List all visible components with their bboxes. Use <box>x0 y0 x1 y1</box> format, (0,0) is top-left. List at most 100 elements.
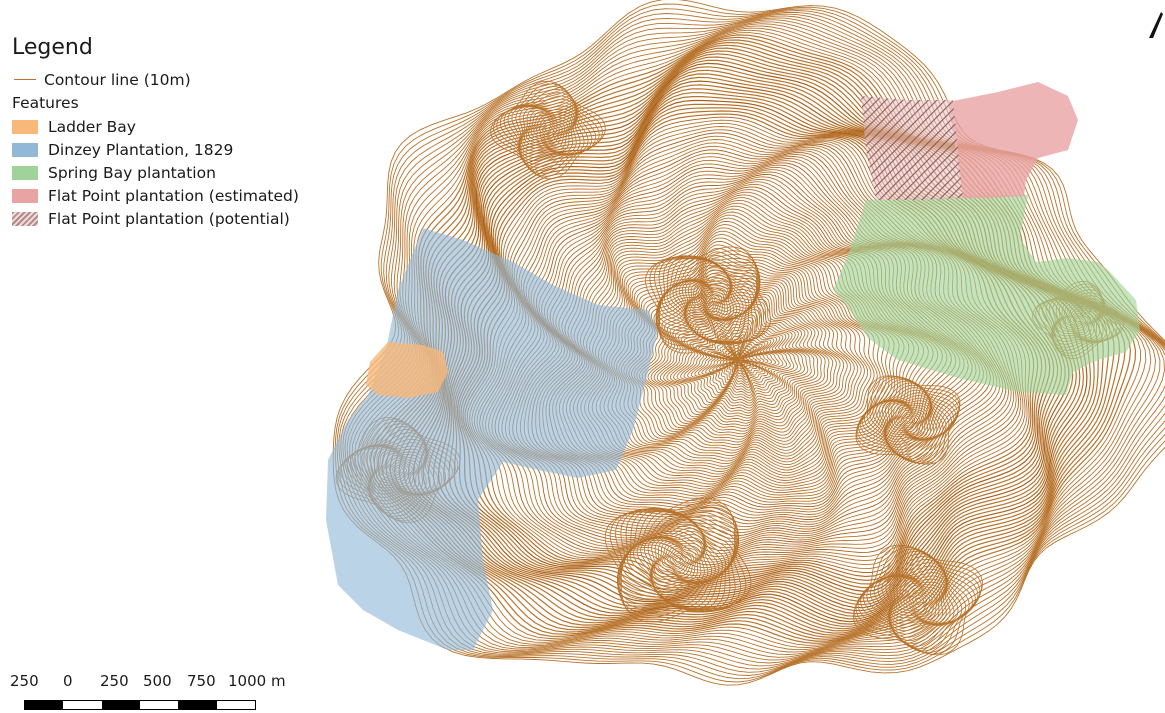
contour-line <box>657 542 699 578</box>
legend-title: Legend <box>12 35 93 60</box>
contour-line <box>903 587 933 613</box>
legend-item-flat-point-estimated: Flat Point plantation (estimated) <box>12 184 312 207</box>
contour-line <box>659 544 697 576</box>
contour-line <box>893 408 923 432</box>
contour-line <box>663 298 816 416</box>
scale-label: 250 <box>10 672 39 690</box>
scale-label: 1000 m <box>228 672 286 690</box>
contour-line <box>698 291 718 309</box>
contour-line <box>656 294 822 422</box>
contour-line <box>544 127 552 133</box>
contour-line <box>855 375 961 465</box>
flat-point-estimated-swatch-icon <box>12 188 38 203</box>
legend-contour-row: Contour line (10m) <box>12 68 312 91</box>
contour-line <box>673 306 805 409</box>
contour-line <box>856 376 960 464</box>
contour-line <box>653 290 826 424</box>
contour-line <box>675 557 681 563</box>
contour-line <box>538 122 558 138</box>
contour-line <box>911 594 925 606</box>
contour-line <box>887 402 929 438</box>
contour-line <box>636 524 720 596</box>
contour-line <box>693 288 723 312</box>
contour-line <box>656 255 760 345</box>
contour-line <box>889 575 947 625</box>
contour-line <box>617 508 739 612</box>
contour-line <box>898 582 938 618</box>
contour-line <box>520 106 576 154</box>
legend: Legend Contour line (10m) Features Ladde… <box>12 34 312 230</box>
ladder-bay-swatch-icon <box>12 119 38 134</box>
scale-segment <box>139 701 179 709</box>
contour-line <box>700 293 716 307</box>
contour-line <box>853 545 983 655</box>
scale-segment <box>25 701 64 709</box>
contour-line <box>652 538 704 582</box>
contour-line <box>855 375 961 465</box>
feature-areas <box>326 82 1140 650</box>
contour-line <box>691 286 725 314</box>
contour-line <box>650 287 830 427</box>
contour-line <box>507 95 589 165</box>
contour-line <box>898 411 918 429</box>
contour-line <box>639 273 845 438</box>
flat-point-potential-swatch-icon <box>12 211 38 226</box>
contour-line <box>523 109 573 151</box>
contour-line <box>888 403 928 437</box>
scale-segment <box>216 701 255 709</box>
contour-line <box>664 548 692 572</box>
contour-line <box>651 537 705 583</box>
scale-label: 500 <box>143 672 172 690</box>
contour-line <box>672 555 684 565</box>
contour-line <box>675 272 741 328</box>
scale-segment <box>63 701 102 709</box>
contour-line <box>873 562 963 638</box>
contour-line <box>877 565 959 635</box>
legend-contour-label: Contour line (10m) <box>44 70 191 89</box>
scale-bar-segments <box>24 700 256 710</box>
scale-segment <box>101 701 140 709</box>
ladder-bay-area <box>366 342 448 398</box>
contour-line <box>900 413 916 427</box>
contour-line <box>655 540 701 580</box>
contour-line <box>680 311 798 404</box>
contour-line <box>490 80 606 180</box>
legend-item-spring-bay: Spring Bay plantation <box>12 161 312 184</box>
contour-line <box>647 283 834 429</box>
map-svg <box>326 0 1165 686</box>
contour-line <box>645 246 771 354</box>
contour-line <box>615 506 741 614</box>
contour-line <box>890 404 926 436</box>
contour-line <box>528 112 568 148</box>
contour-line <box>701 328 776 389</box>
contour-line <box>906 589 930 611</box>
legend-item-label: Flat Point plantation (estimated) <box>48 186 299 205</box>
contour-line <box>900 585 936 615</box>
contour-line <box>688 283 728 317</box>
contour-line <box>533 117 563 143</box>
contour-line <box>905 417 911 423</box>
flat-point-plantation-potential-area <box>861 96 963 200</box>
contour-line <box>641 276 841 435</box>
contour-line <box>541 124 555 136</box>
scale-label: 750 <box>187 672 216 690</box>
contour-line <box>687 282 729 318</box>
contour-map[interactable] <box>298 0 1165 713</box>
scale-labels: 250 0 250 500 750 1000 m <box>10 672 300 692</box>
contour-line <box>895 581 941 619</box>
contour-line <box>655 255 761 345</box>
contour-line <box>712 337 765 381</box>
dinzey-swatch-icon <box>12 142 38 157</box>
scale-bar: 250 0 250 500 750 1000 m <box>10 672 300 712</box>
scale-segment <box>178 701 217 709</box>
contour-line <box>705 297 711 303</box>
legend-item-label: Flat Point plantation (potential) <box>48 209 290 228</box>
spring-bay-swatch-icon <box>12 165 38 180</box>
contour-line <box>654 254 762 346</box>
dinzey-plantation-area <box>326 228 658 650</box>
legend-features-heading: Features <box>12 94 79 112</box>
contour-line <box>536 119 560 141</box>
contour-line <box>503 92 593 168</box>
contour-line <box>690 284 726 316</box>
legend-item-label: Dinzey Plantation, 1829 <box>48 140 234 159</box>
